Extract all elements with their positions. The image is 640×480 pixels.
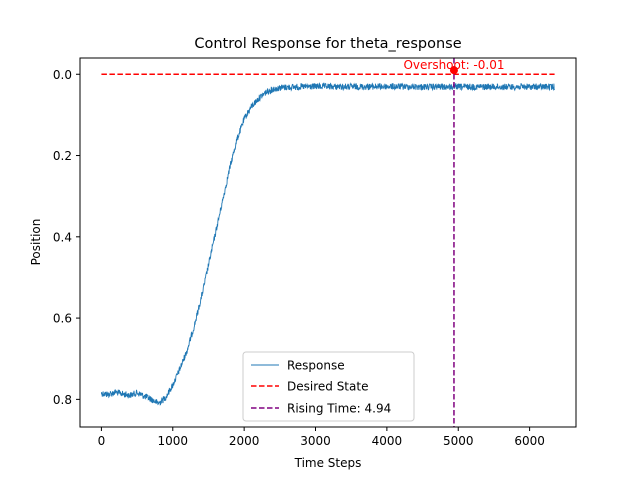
x-tick-label: 1000 bbox=[158, 434, 189, 448]
chart-title: Control Response for theta_response bbox=[194, 36, 461, 52]
legend-label-response: Response bbox=[287, 359, 345, 373]
overshoot-annotation: Overshoot: -0.01 bbox=[403, 58, 504, 72]
legend: Response Desired State Rising Time: 4.94 bbox=[242, 351, 415, 422]
overshoot-marker bbox=[449, 66, 458, 75]
y-axis-label: Position bbox=[29, 219, 43, 266]
response-line bbox=[100, 82, 555, 406]
plot-area: Overshoot: -0.01 bbox=[100, 58, 555, 427]
plot-frame bbox=[79, 57, 577, 428]
legend-label-desired: Desired State bbox=[287, 380, 368, 394]
x-tick-label: 5000 bbox=[443, 434, 474, 448]
y-tick-label: 0.2 bbox=[53, 149, 72, 163]
y-tick-label: 0.0 bbox=[53, 68, 72, 82]
x-tick-label: 6000 bbox=[514, 434, 545, 448]
x-tick-label: 4000 bbox=[372, 434, 403, 448]
y-tick-label: 0.4 bbox=[53, 230, 72, 244]
y-axis: 0.0 0.2 0.4 0.6 0.8 bbox=[53, 68, 80, 407]
y-tick-label: 0.6 bbox=[53, 312, 72, 326]
x-tick-label: 3000 bbox=[300, 434, 331, 448]
legend-box bbox=[242, 351, 415, 422]
x-axis: 0 1000 2000 3000 4000 5000 6000 bbox=[98, 427, 545, 448]
x-axis-label: Time Steps bbox=[294, 456, 362, 470]
x-tick-label: 0 bbox=[98, 434, 106, 448]
y-tick-label: 0.8 bbox=[53, 393, 72, 407]
x-tick-label: 2000 bbox=[229, 434, 260, 448]
legend-label-rising: Rising Time: 4.94 bbox=[287, 402, 391, 416]
